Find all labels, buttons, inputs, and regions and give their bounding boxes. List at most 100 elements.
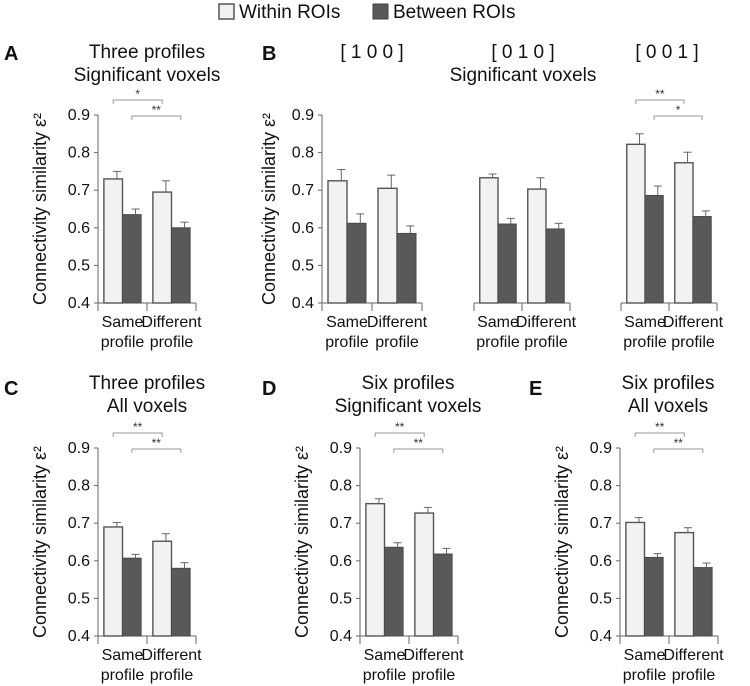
significance-bracket xyxy=(653,115,703,120)
category-label: Same xyxy=(624,647,666,664)
y-tick-label: 0.4 xyxy=(330,628,352,645)
y-tick-label: 0.6 xyxy=(68,553,90,570)
significance-label: ** xyxy=(152,103,162,117)
y-tick-label: 0.9 xyxy=(330,440,352,457)
significance-bracket xyxy=(634,432,685,437)
significance-label: * xyxy=(135,87,140,101)
category-label: profile xyxy=(150,667,194,684)
panel-title-line: Six profiles xyxy=(622,373,715,394)
bar-within xyxy=(152,540,173,637)
y-tick-label: 0.7 xyxy=(330,515,352,532)
panel-title-line: Three profiles xyxy=(89,42,205,63)
bar-within xyxy=(626,143,646,304)
bar-between xyxy=(122,214,142,304)
y-tick-label: 0.4 xyxy=(292,295,314,312)
bar-within xyxy=(674,531,695,637)
significance-bracket xyxy=(131,115,182,120)
panel-title-line: All voxels xyxy=(628,396,708,417)
y-axis-label: Connectivity similarity ε² xyxy=(30,113,50,305)
y-tick-label: 0.8 xyxy=(68,145,90,162)
bar-within xyxy=(103,178,124,304)
panel-letter: A xyxy=(4,43,18,65)
bar-within xyxy=(414,512,435,637)
bar-between xyxy=(545,228,565,304)
panel-title-line: Significant voxels xyxy=(335,396,482,417)
panel-letter: C xyxy=(4,378,18,400)
y-tick-label: 0.5 xyxy=(292,257,314,274)
y-axis-label: Connectivity similarity ε² xyxy=(259,113,279,305)
y-tick-label: 0.8 xyxy=(292,145,314,162)
legend-swatch-within xyxy=(218,3,235,20)
bar-within xyxy=(365,502,386,637)
panel-title-line: [ 1 0 0 ] xyxy=(340,42,403,63)
bar-between xyxy=(692,216,712,304)
y-tick-label: 0.6 xyxy=(590,553,612,570)
category-label: profile xyxy=(325,334,369,351)
category-label: Different xyxy=(367,314,428,331)
category-label: profile xyxy=(363,667,407,684)
y-tick-label: 0.7 xyxy=(590,515,612,532)
significance-bracket xyxy=(374,432,425,437)
y-tick-label: 0.9 xyxy=(590,440,612,457)
category-label: Different xyxy=(141,314,202,331)
significance-label: ** xyxy=(674,436,684,450)
category-label: profile xyxy=(150,334,194,351)
significance-label: ** xyxy=(152,436,162,450)
bar-between xyxy=(644,194,664,304)
significance-bracket xyxy=(112,99,163,104)
panel-title-line: Significant voxels xyxy=(74,65,221,86)
y-tick-label: 0.9 xyxy=(68,107,90,124)
legend: Within ROIs Between ROIs xyxy=(218,2,516,23)
category-label: Different xyxy=(663,647,724,664)
category-label: Same xyxy=(102,647,144,664)
panel-b1: B [ 1 0 0 ] 0.4 0.5 0.6 0.7 0.8 0.9 Connectivity… xyxy=(259,42,428,351)
panel-title-line: All voxels xyxy=(107,396,187,417)
category-label: profile xyxy=(623,334,667,351)
bar-between xyxy=(644,556,664,637)
significance-bracket xyxy=(112,432,163,437)
significance-label: ** xyxy=(133,420,143,434)
category-label: profile xyxy=(101,334,145,351)
panel-b2: [ 0 1 0 ]Significant voxels Same profile Di… xyxy=(450,42,597,351)
bar-between xyxy=(396,232,417,304)
y-axis-label: Connectivity similarity ε² xyxy=(292,446,312,638)
y-axis-label: Connectivity similarity ε² xyxy=(30,446,50,638)
bar-between xyxy=(384,546,404,637)
bar-within xyxy=(152,191,173,304)
significance-bracket xyxy=(393,448,444,453)
bar-between xyxy=(693,567,713,637)
y-axis-label: Connectivity similarity ε² xyxy=(552,446,572,638)
category-label: profile xyxy=(524,334,568,351)
significance-bracket xyxy=(131,448,182,453)
category-label: Different xyxy=(403,647,464,664)
panel-letter: E xyxy=(529,378,542,400)
significance-label: ** xyxy=(395,420,405,434)
panel-letter: D xyxy=(262,378,276,400)
y-tick-label: 0.4 xyxy=(68,295,90,312)
bar-within xyxy=(674,162,694,304)
panel-title-line: Significant voxels xyxy=(450,65,597,86)
significance-label: ** xyxy=(655,87,665,101)
y-tick-label: 0.6 xyxy=(292,220,314,237)
category-label: Different xyxy=(141,647,202,664)
y-tick-label: 0.7 xyxy=(292,182,314,199)
y-tick-label: 0.4 xyxy=(590,628,612,645)
significance-bracket xyxy=(653,448,704,453)
category-label: Same xyxy=(624,314,666,331)
bar-within xyxy=(625,521,646,637)
y-tick-label: 0.8 xyxy=(590,478,612,495)
y-tick-label: 0.7 xyxy=(68,515,90,532)
category-label: profile xyxy=(672,667,716,684)
category-label: Different xyxy=(663,314,724,331)
panel-title-line: Six profiles xyxy=(362,373,455,394)
panel-title-line: [ 0 0 1 ] xyxy=(635,42,698,63)
significance-label: * xyxy=(676,103,681,117)
y-tick-label: 0.5 xyxy=(330,590,352,607)
category-label: profile xyxy=(101,667,145,684)
significance-label: ** xyxy=(414,436,424,450)
bar-between xyxy=(171,567,191,637)
